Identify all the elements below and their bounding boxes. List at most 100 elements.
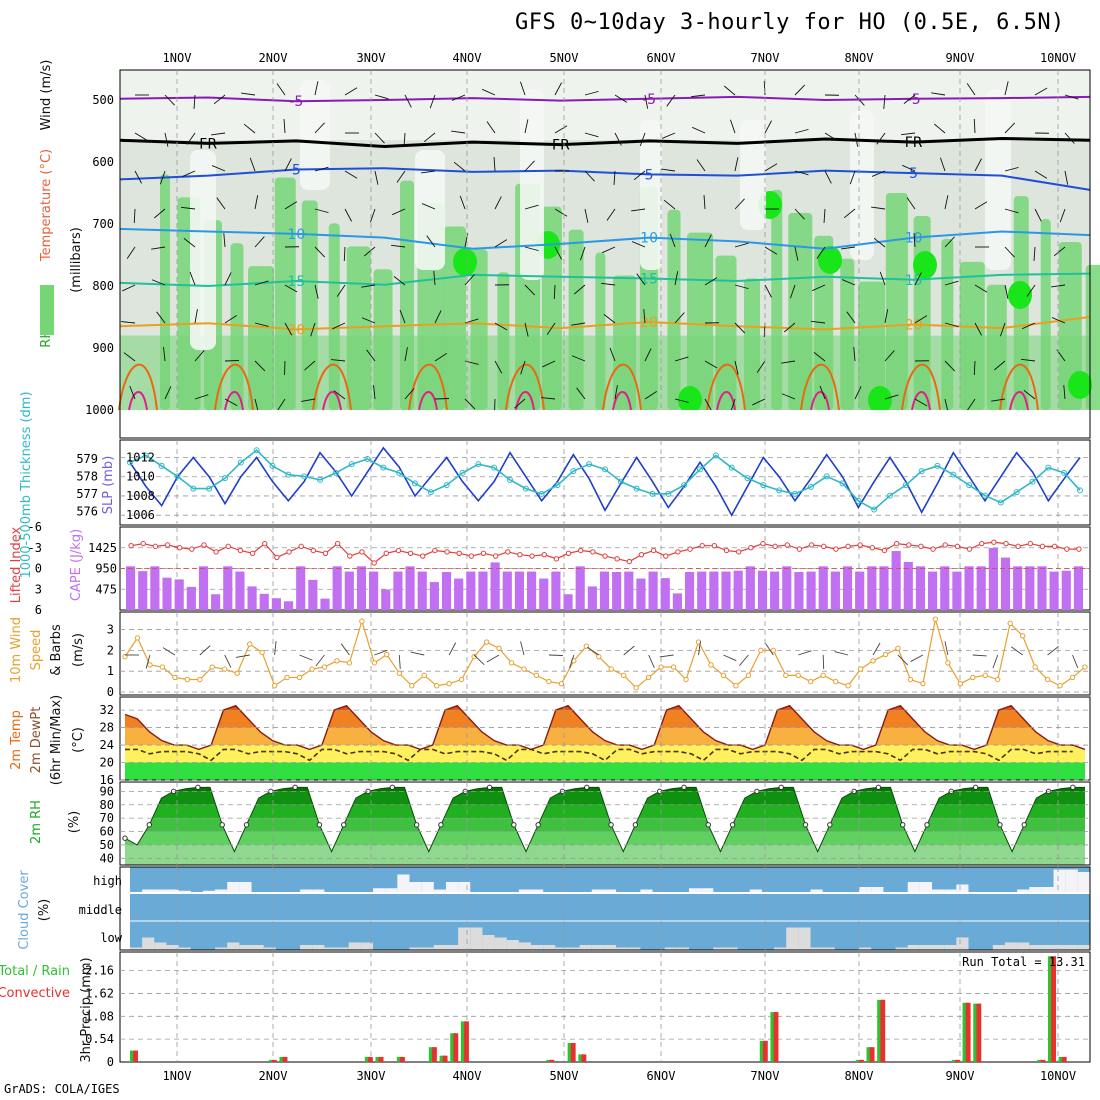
- wind-barb: [1064, 170, 1069, 185]
- wind-barb: [1004, 122, 1016, 134]
- lifted-index-marker: [796, 546, 803, 552]
- wind-barb: [853, 347, 856, 362]
- rh-bright-spot: [1008, 281, 1032, 309]
- wind-barb: [674, 312, 685, 324]
- cape-bar: [150, 566, 160, 610]
- cape-bar: [174, 579, 184, 610]
- wind-barb: [434, 310, 442, 324]
- cape-bar: [855, 571, 865, 610]
- x-tick-label-top: 10NOV: [1040, 51, 1076, 65]
- cape-bar: [271, 598, 281, 610]
- thickness-marker: [491, 464, 498, 471]
- precip-conv-bar: [880, 999, 886, 1062]
- wind-barb: [363, 246, 376, 257]
- wind-barb: [659, 654, 674, 658]
- precip-conv-bar: [1040, 1059, 1046, 1062]
- wind-barb: [524, 204, 539, 210]
- precip-conv-bar: [378, 1056, 384, 1062]
- wind-barb: [734, 360, 739, 375]
- cloud-high-block: [810, 889, 823, 892]
- cloud-high-block: [871, 887, 884, 892]
- surface-isotherm: [602, 363, 642, 411]
- thickness-marker: [1045, 464, 1052, 471]
- rh-marker: [268, 788, 274, 795]
- x-tick-label-top: 4NOV: [453, 51, 482, 65]
- lifted-index-marker: [286, 549, 292, 555]
- rh-marker: [729, 822, 736, 828]
- precip-conv-bar: [965, 1002, 971, 1062]
- cape-bar: [928, 571, 938, 610]
- wind-speed-marker: [321, 664, 328, 670]
- wind-barb: [344, 208, 352, 222]
- wind-speed-marker: [808, 678, 814, 685]
- cloud-low-block: [1041, 945, 1054, 950]
- wind-speed-marker: [521, 666, 527, 672]
- wind-barb: [790, 284, 796, 299]
- rh-band: [125, 831, 1085, 845]
- cloud-high-block: [178, 890, 191, 892]
- y-tick-right: 1008: [126, 489, 155, 503]
- wind-barb: [520, 641, 525, 656]
- y-tick-left: -3: [28, 541, 42, 555]
- cloud-low-block: [263, 947, 276, 950]
- cape-bar: [393, 571, 403, 610]
- thickness-marker: [807, 483, 814, 490]
- rh-band: [125, 787, 1085, 792]
- wind-barb: [1072, 654, 1079, 669]
- wind-speed-marker: [932, 616, 939, 622]
- wind-barb: [704, 277, 718, 286]
- wind-barb: [914, 272, 922, 286]
- precip-total-bar: [364, 1056, 371, 1062]
- wind-barb: [189, 271, 196, 286]
- wind-barb: [370, 208, 376, 223]
- wind-barb: [183, 238, 196, 248]
- cape-bar: [126, 566, 136, 610]
- wind-speed-marker: [371, 660, 378, 666]
- isotherm-label: 15: [640, 272, 658, 288]
- wind-barb: [794, 128, 809, 134]
- lifted-index-marker: [176, 545, 183, 551]
- wind-barb: [1004, 81, 1009, 96]
- wind-barb: [464, 274, 475, 286]
- cape-bar: [806, 571, 816, 610]
- wind-barb: [884, 394, 899, 400]
- wind-speed-marker: [496, 645, 502, 651]
- precip-total-bar: [396, 1056, 403, 1062]
- wind-barb: [944, 322, 959, 328]
- y-tick-label: 16: [100, 773, 114, 787]
- rh-bright-spot: [678, 386, 702, 414]
- cape-bar: [332, 566, 342, 610]
- cloud-low-block: [956, 937, 969, 950]
- cape-bar: [684, 571, 695, 610]
- precip-total-bar: [439, 1055, 446, 1062]
- thickness-marker: [380, 464, 387, 471]
- x-tick-label-bottom: 9NOV: [946, 1069, 975, 1083]
- cape-bar: [1073, 566, 1083, 610]
- wind-speed-marker: [172, 674, 178, 681]
- y-tick-label: 28: [100, 721, 114, 735]
- rh-marker: [778, 784, 784, 791]
- ylabel-barbs: & Barbs: [49, 624, 64, 676]
- wind-barb: [554, 125, 568, 134]
- wind-barb: [781, 393, 796, 400]
- x-tick-label-bottom: 8NOV: [845, 1069, 874, 1083]
- lifted-index-marker: [784, 542, 790, 548]
- cloud-high-block: [397, 874, 410, 892]
- cloud-high-block: [591, 889, 604, 892]
- rh-band: [125, 844, 1085, 865]
- wind-barb: [639, 132, 646, 147]
- wind-barb: [451, 94, 466, 101]
- wind-barb: [482, 88, 496, 96]
- y-tick-label: 50: [100, 838, 114, 852]
- cloud-low-block: [130, 947, 143, 950]
- precip-frame: [119, 951, 1091, 1063]
- cape-bar: [842, 566, 853, 610]
- x-tick-label-top: 1NOV: [163, 51, 192, 65]
- wind-speed-marker: [1082, 664, 1088, 670]
- wind-barb: [1004, 246, 1015, 258]
- thickness-marker: [697, 466, 703, 473]
- y-tick-label: 0.54: [85, 1032, 114, 1046]
- wind-barb: [361, 284, 376, 288]
- lifted-index-marker: [189, 546, 195, 552]
- thickness-marker: [554, 482, 561, 489]
